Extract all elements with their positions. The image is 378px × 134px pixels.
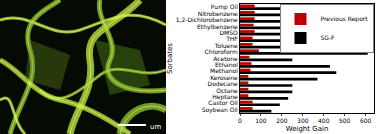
svg-text:1,2-Dichlorobenzene: 1,2-Dichlorobenzene [176,16,238,23]
svg-text:SG-F: SG-F [321,34,336,41]
svg-text:Sorbates: Sorbates [166,43,174,74]
svg-text:600: 600 [360,117,372,124]
svg-text:Methanol: Methanol [210,67,238,74]
svg-text:100: 100 [255,117,267,124]
svg-text:Heptane: Heptane [212,93,238,101]
svg-text:um: um [150,123,161,131]
svg-text:Soybean Oil: Soybean Oil [202,106,238,114]
svg-text:Octane: Octane [216,87,238,94]
svg-text:THF: THF [225,35,238,42]
svg-text:500: 500 [339,117,351,124]
svg-text:0: 0 [238,117,242,124]
svg-text:DMSO: DMSO [219,29,238,36]
svg-text:Toluene: Toluene [214,42,238,49]
svg-text:400: 400 [318,117,330,124]
svg-text:200: 200 [276,117,288,124]
svg-text:Kerosene: Kerosene [210,74,238,81]
svg-text:Weight Gain: Weight Gain [286,125,329,133]
svg-text:Dodecane: Dodecane [208,80,239,87]
svg-text:Previous Report: Previous Report [321,15,369,23]
svg-text:Castor Oil: Castor Oil [208,99,238,106]
svg-text:Ethanol: Ethanol [215,61,238,68]
svg-text:300: 300 [297,117,309,124]
svg-text:Chloroform: Chloroform [204,48,237,55]
svg-text:Nitrobenzene: Nitrobenzene [198,10,238,17]
svg-text:Pump Oil: Pump Oil [211,3,238,11]
svg-text:Ethylbenzene: Ethylbenzene [197,23,238,31]
svg-text:Acetone: Acetone [213,55,238,62]
